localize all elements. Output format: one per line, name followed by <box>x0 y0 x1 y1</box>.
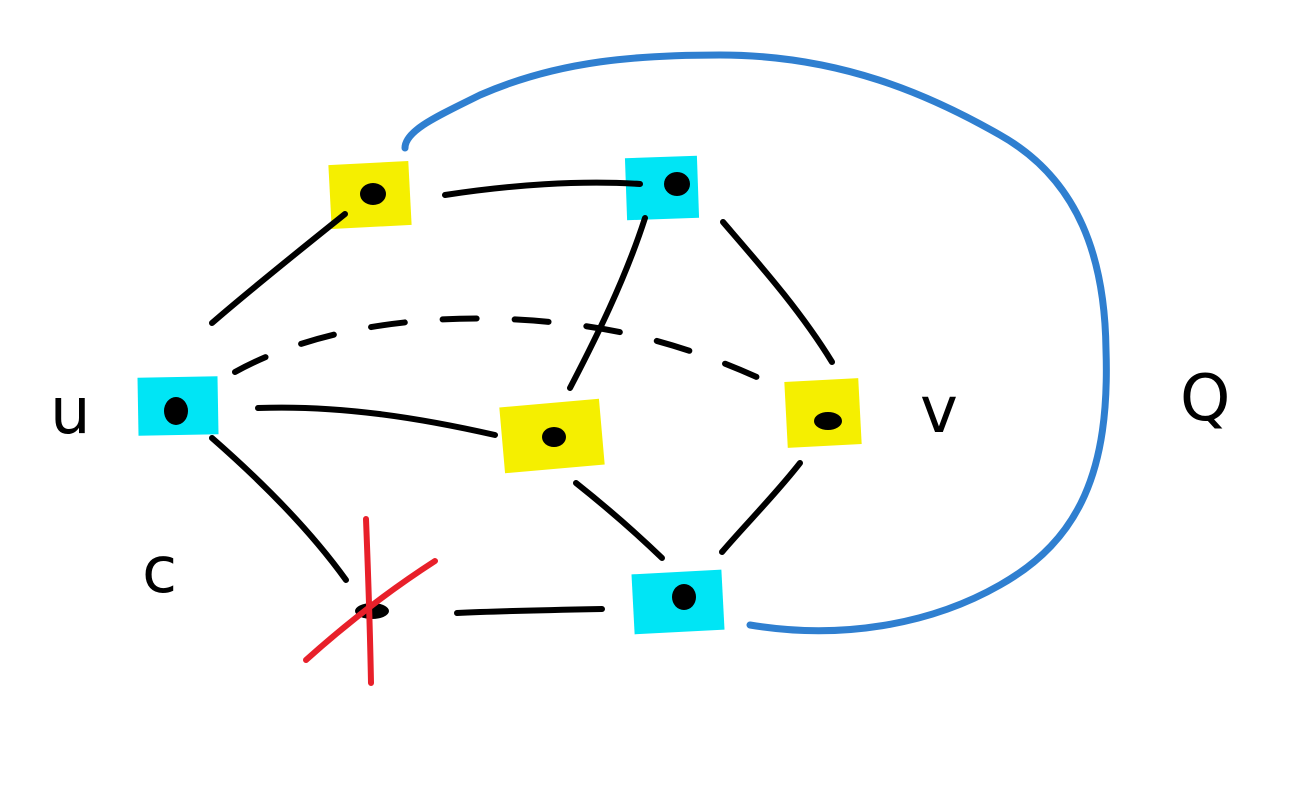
red-cross-mark <box>303 516 438 686</box>
vertex-dot-center <box>542 427 566 447</box>
edge-u-center <box>255 404 498 438</box>
edge-v-bottomright <box>719 460 803 555</box>
label-q: Q <box>1180 362 1230 436</box>
edge-u-topleft <box>209 211 348 326</box>
edge-center-bottomright <box>573 480 665 561</box>
vertex-top-right <box>624 155 700 221</box>
edge-u-crossed <box>209 435 349 583</box>
edge-crossed-bottomright <box>454 606 605 616</box>
vertex-dot-v <box>814 412 842 430</box>
label-c: c <box>142 534 177 608</box>
q-curve <box>401 51 1110 635</box>
edge-topright-center <box>567 215 648 391</box>
edge-topright-v <box>720 219 835 365</box>
edge-topleft-topright <box>442 179 643 198</box>
vertex-dot-u <box>164 397 188 425</box>
label-u: u <box>50 375 91 449</box>
edge-u-v-dashed <box>232 315 773 386</box>
vertex-dot-top-right <box>664 172 690 196</box>
vertex-dot-bottom-right <box>672 584 696 610</box>
vertex-dot-top-left <box>360 183 386 205</box>
label-v: v <box>920 374 958 448</box>
